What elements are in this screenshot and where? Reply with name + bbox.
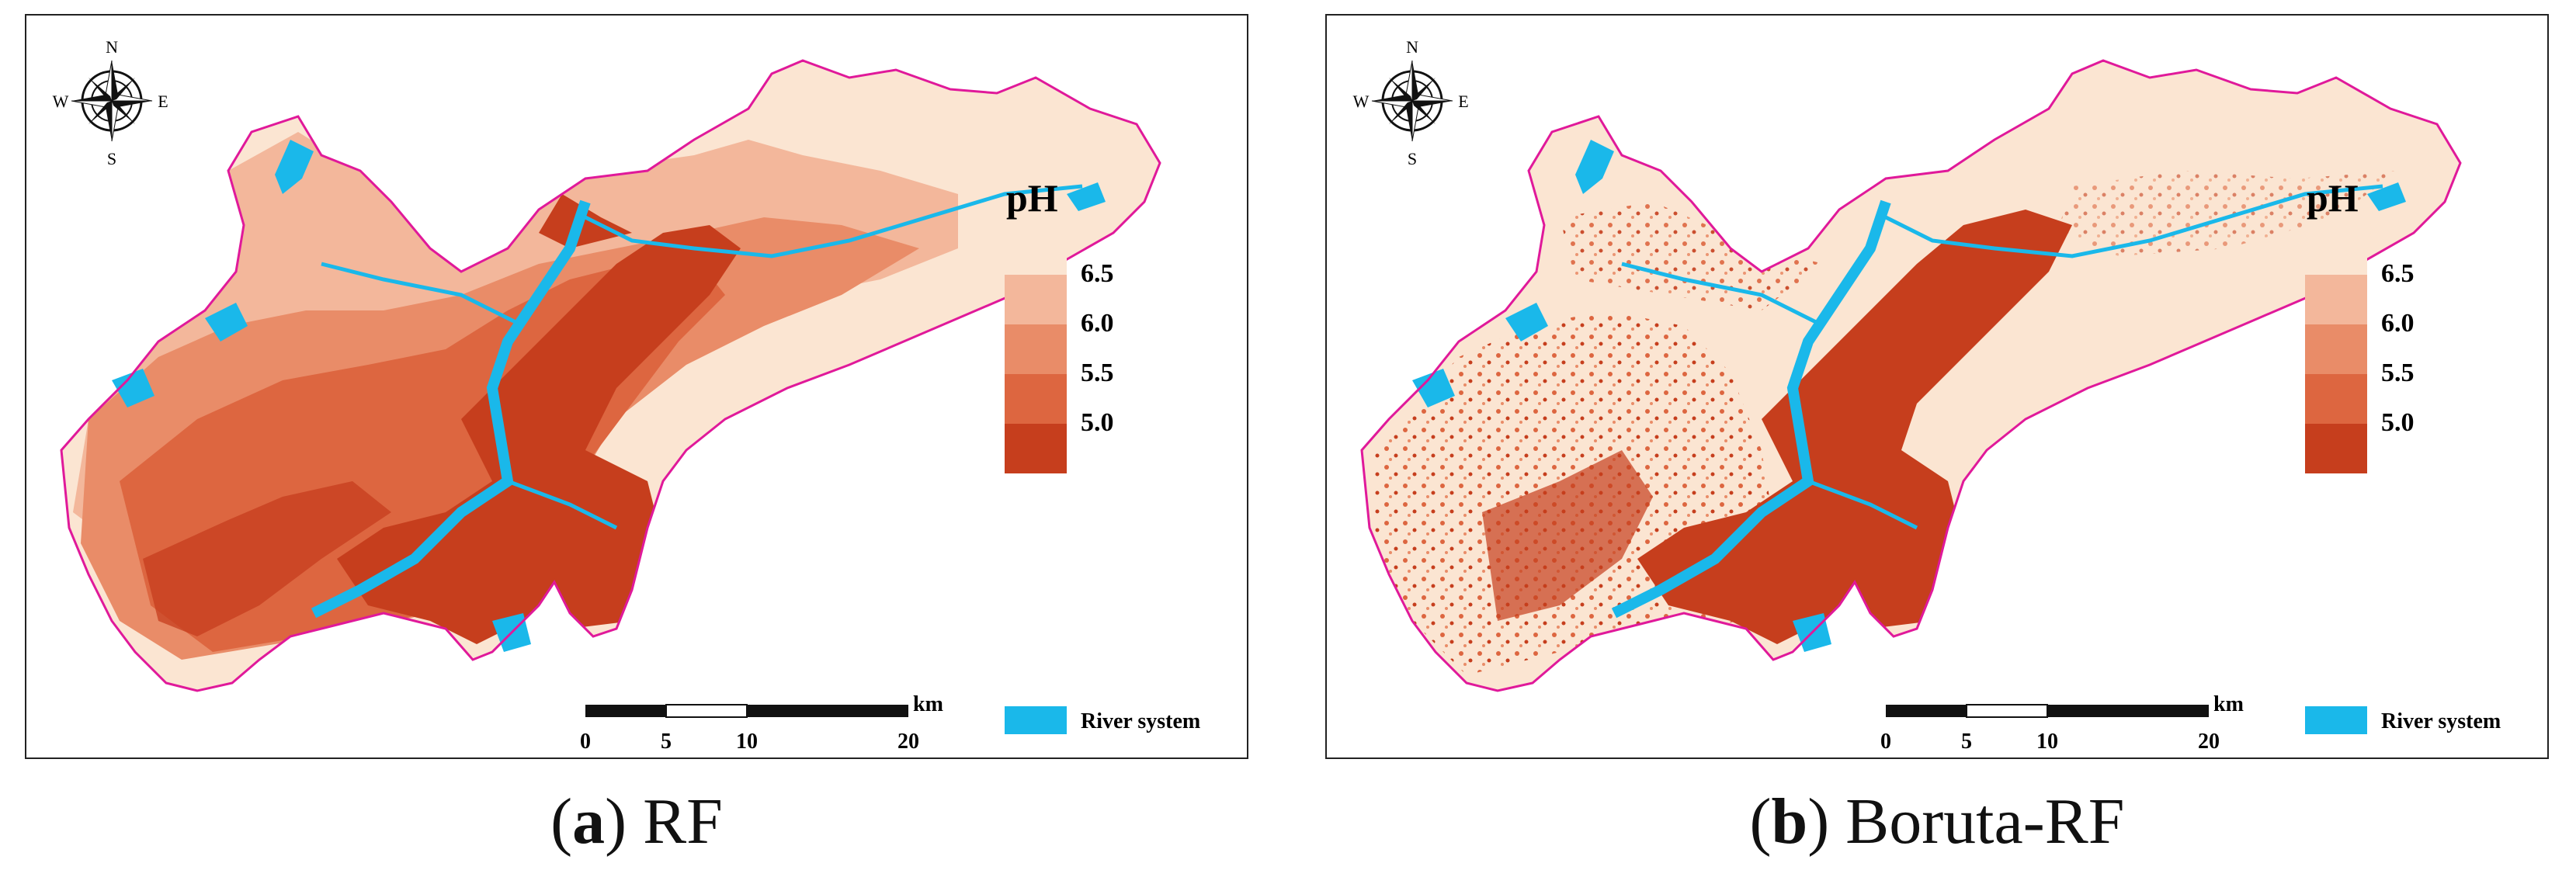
legend-label-2: 5.5	[1081, 359, 1114, 387]
compass-north-label: N	[106, 37, 118, 57]
compass-west-label: W	[1353, 92, 1370, 111]
legend-swatch-3	[1005, 374, 1067, 424]
scale-unit: km	[913, 692, 943, 716]
legend-swatch-3	[2305, 374, 2367, 424]
scale-bar-rf: km 0 5 10 20	[580, 692, 943, 754]
legend-river-label: River system	[2381, 709, 2501, 733]
caption-text: Boruta-RF	[1845, 785, 2125, 858]
map-svg-boruta-rf: N S E W pH 6.5 6.0 5.5 5.0 River system …	[1353, 37, 2501, 754]
river-system-rf	[311, 184, 1083, 619]
scale-tick-20: 20	[897, 730, 919, 754]
map-svg-rf: N S E W pH 6.5 6.0 5.5 5.0 River system …	[53, 37, 1201, 754]
legend-label-0: 6.5	[1081, 259, 1114, 288]
scale-unit: km	[2213, 692, 2244, 716]
map-panel-boruta-rf: N S E W pH 6.5 6.0 5.5 5.0 River system …	[1325, 14, 2549, 759]
legend-label-3: 5.0	[1081, 408, 1114, 437]
legend-swatch-0	[1005, 225, 1067, 275]
legend-rf: pH 6.5 6.0 5.5 5.0 River system	[1005, 176, 1200, 734]
legend-swatch-1	[1005, 275, 1067, 324]
legend-title: pH	[2307, 176, 2359, 220]
compass-south-label: S	[107, 149, 116, 168]
scale-tick-0: 0	[580, 730, 591, 754]
compass-north-label: N	[1406, 37, 1418, 57]
legend-swatch-4	[2305, 424, 2367, 473]
compass-east-label: E	[1458, 92, 1468, 111]
caption-boruta-rf: (b) Boruta-RF	[1749, 785, 2125, 858]
compass-rose-icon: N S E W	[53, 37, 168, 168]
legend-label-3: 5.0	[2381, 408, 2415, 437]
compass-rose-icon: N S E W	[1353, 37, 1469, 168]
legend-swatch-2	[1005, 324, 1067, 374]
river-system-boruta-rf	[1611, 184, 2383, 619]
lakes-rf	[112, 140, 1106, 652]
legend-title: pH	[1006, 176, 1058, 220]
legend-swatch-4	[1005, 424, 1067, 473]
legend-swatch-1	[2305, 275, 2367, 324]
legend-swatch-0	[2305, 225, 2367, 275]
legend-label-1: 6.0	[1081, 309, 1114, 338]
caption-rf: (a) RF	[550, 785, 723, 858]
map-panel-rf: N S E W pH 6.5 6.0 5.5 5.0 River system …	[25, 14, 1248, 759]
compass-west-label: W	[53, 92, 69, 111]
scale-tick-0: 0	[1880, 730, 1891, 754]
scale-tick-20: 20	[2198, 730, 2220, 754]
legend-label-1: 6.0	[2381, 309, 2415, 338]
legend-boruta-rf: pH 6.5 6.0 5.5 5.0 River system	[2305, 176, 2501, 734]
caption-letter: b	[1771, 785, 1808, 858]
legend-river-swatch	[2305, 706, 2367, 734]
scale-tick-10: 10	[736, 730, 758, 754]
caption-text: RF	[643, 785, 723, 858]
legend-river-swatch	[1005, 706, 1067, 734]
legend-label-2: 5.5	[2381, 359, 2415, 387]
caption-letter: a	[572, 785, 606, 858]
legend-label-0: 6.5	[2381, 259, 2415, 288]
compass-south-label: S	[1408, 149, 1417, 168]
scale-bar-boruta-rf: km 0 5 10 20	[1880, 692, 2244, 754]
compass-east-label: E	[158, 92, 168, 111]
scale-tick-5: 5	[661, 730, 672, 754]
legend-swatch-2	[2305, 324, 2367, 374]
legend-river-label: River system	[1081, 709, 1200, 733]
scale-tick-10: 10	[2036, 730, 2058, 754]
scale-tick-5: 5	[1961, 730, 1972, 754]
